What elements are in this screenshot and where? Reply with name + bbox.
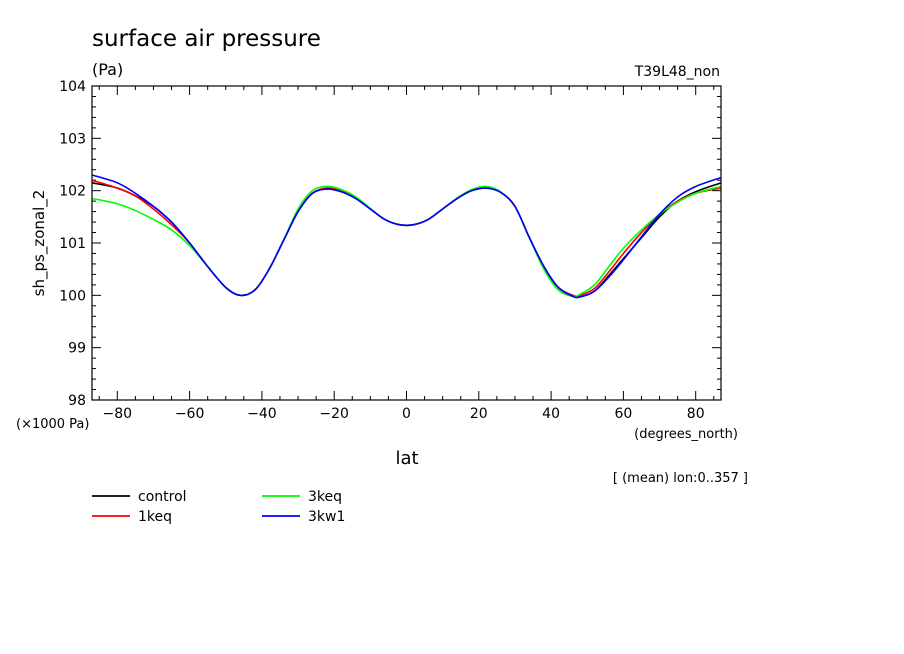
legend-label-control: control <box>138 489 187 505</box>
legend-label-3keq: 3keq <box>308 489 342 505</box>
y-tick-label: 104 <box>59 79 86 95</box>
x-tick-label: 0 <box>402 406 411 422</box>
series-line-3kw1 <box>91 174 722 299</box>
chart-title: surface air pressure <box>92 26 321 52</box>
legend-label-1keq: 1keq <box>138 509 172 525</box>
x-tick-label: 20 <box>470 406 488 422</box>
x-tick-label: −20 <box>319 406 349 422</box>
y-tick-label: 99 <box>68 341 86 357</box>
plot-frame <box>91 85 722 401</box>
x-tick-label: 80 <box>687 406 705 422</box>
y-tick-label: 102 <box>59 184 86 200</box>
y-axis-label: sh_ps_zonal_2 <box>30 190 49 297</box>
x-tick-label: −40 <box>247 406 277 422</box>
y-tick-label: 103 <box>59 131 86 147</box>
y-scale-note: (×1000 Pa) <box>16 417 89 432</box>
x-tick-label: −80 <box>103 406 133 422</box>
y-tick-label: 101 <box>59 236 86 252</box>
x-axis-label: lat <box>395 448 418 469</box>
x-units: (degrees_north) <box>634 427 738 442</box>
run-label: T39L48_non <box>634 64 720 80</box>
chart-units: (Pa) <box>92 60 123 79</box>
y-tick-label: 100 <box>59 288 86 304</box>
series-line-3keq <box>91 185 722 298</box>
legend-label-3kw1: 3kw1 <box>308 509 345 525</box>
x-tick-label: 40 <box>542 406 560 422</box>
x-tick-labels: −80 −60 −40 −20 0 20 40 60 80 <box>103 406 705 422</box>
x-tick-label: 60 <box>614 406 632 422</box>
y-tick-label: 98 <box>68 393 86 409</box>
footer-note: [ (mean) lon:0..357 ] <box>613 471 748 486</box>
y-tick-labels: 98 99 100 101 102 103 104 <box>59 79 86 409</box>
x-tick-label: −60 <box>175 406 205 422</box>
legend: control 1keq 3keq 3kw1 <box>92 489 345 525</box>
series-lines <box>91 174 722 299</box>
